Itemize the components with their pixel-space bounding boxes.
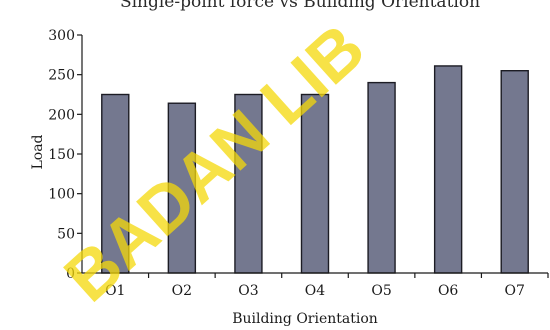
y-tick-label: 0 [66,266,75,282]
chart-title: Single-point force vs Building Orientati… [120,0,480,12]
x-tick-label: O4 [305,283,325,299]
y-tick-label: 100 [48,187,75,203]
y-axis-label: Load [30,134,46,169]
y-tick-label: 150 [48,147,75,163]
x-tick-label: O7 [505,283,525,299]
y-tick-label: 200 [48,107,75,123]
x-tick-label: O6 [438,283,458,299]
y-tick-label: 250 [48,68,75,84]
y-tick-label: 300 [48,28,75,44]
bar-o5 [367,81,396,274]
x-tick-label: O5 [371,283,391,299]
bar-o2 [167,102,197,274]
x-tick-label: O1 [105,283,125,299]
y-axis-ticks: 0 50 100 150 200 250 300 [48,28,82,282]
bar-o6 [433,65,463,274]
x-tick-label: O3 [238,283,258,299]
x-tick-label: O2 [172,283,192,299]
watermark-text: BADAN LIB [50,10,379,317]
bar-o7 [500,69,529,274]
x-axis-ticks: O1 O2 O3 O4 O5 O6 O7 [105,273,549,299]
x-axis-label: Building Orientation [232,311,378,327]
bar-o4 [300,93,330,274]
y-tick-label: 50 [57,226,75,242]
